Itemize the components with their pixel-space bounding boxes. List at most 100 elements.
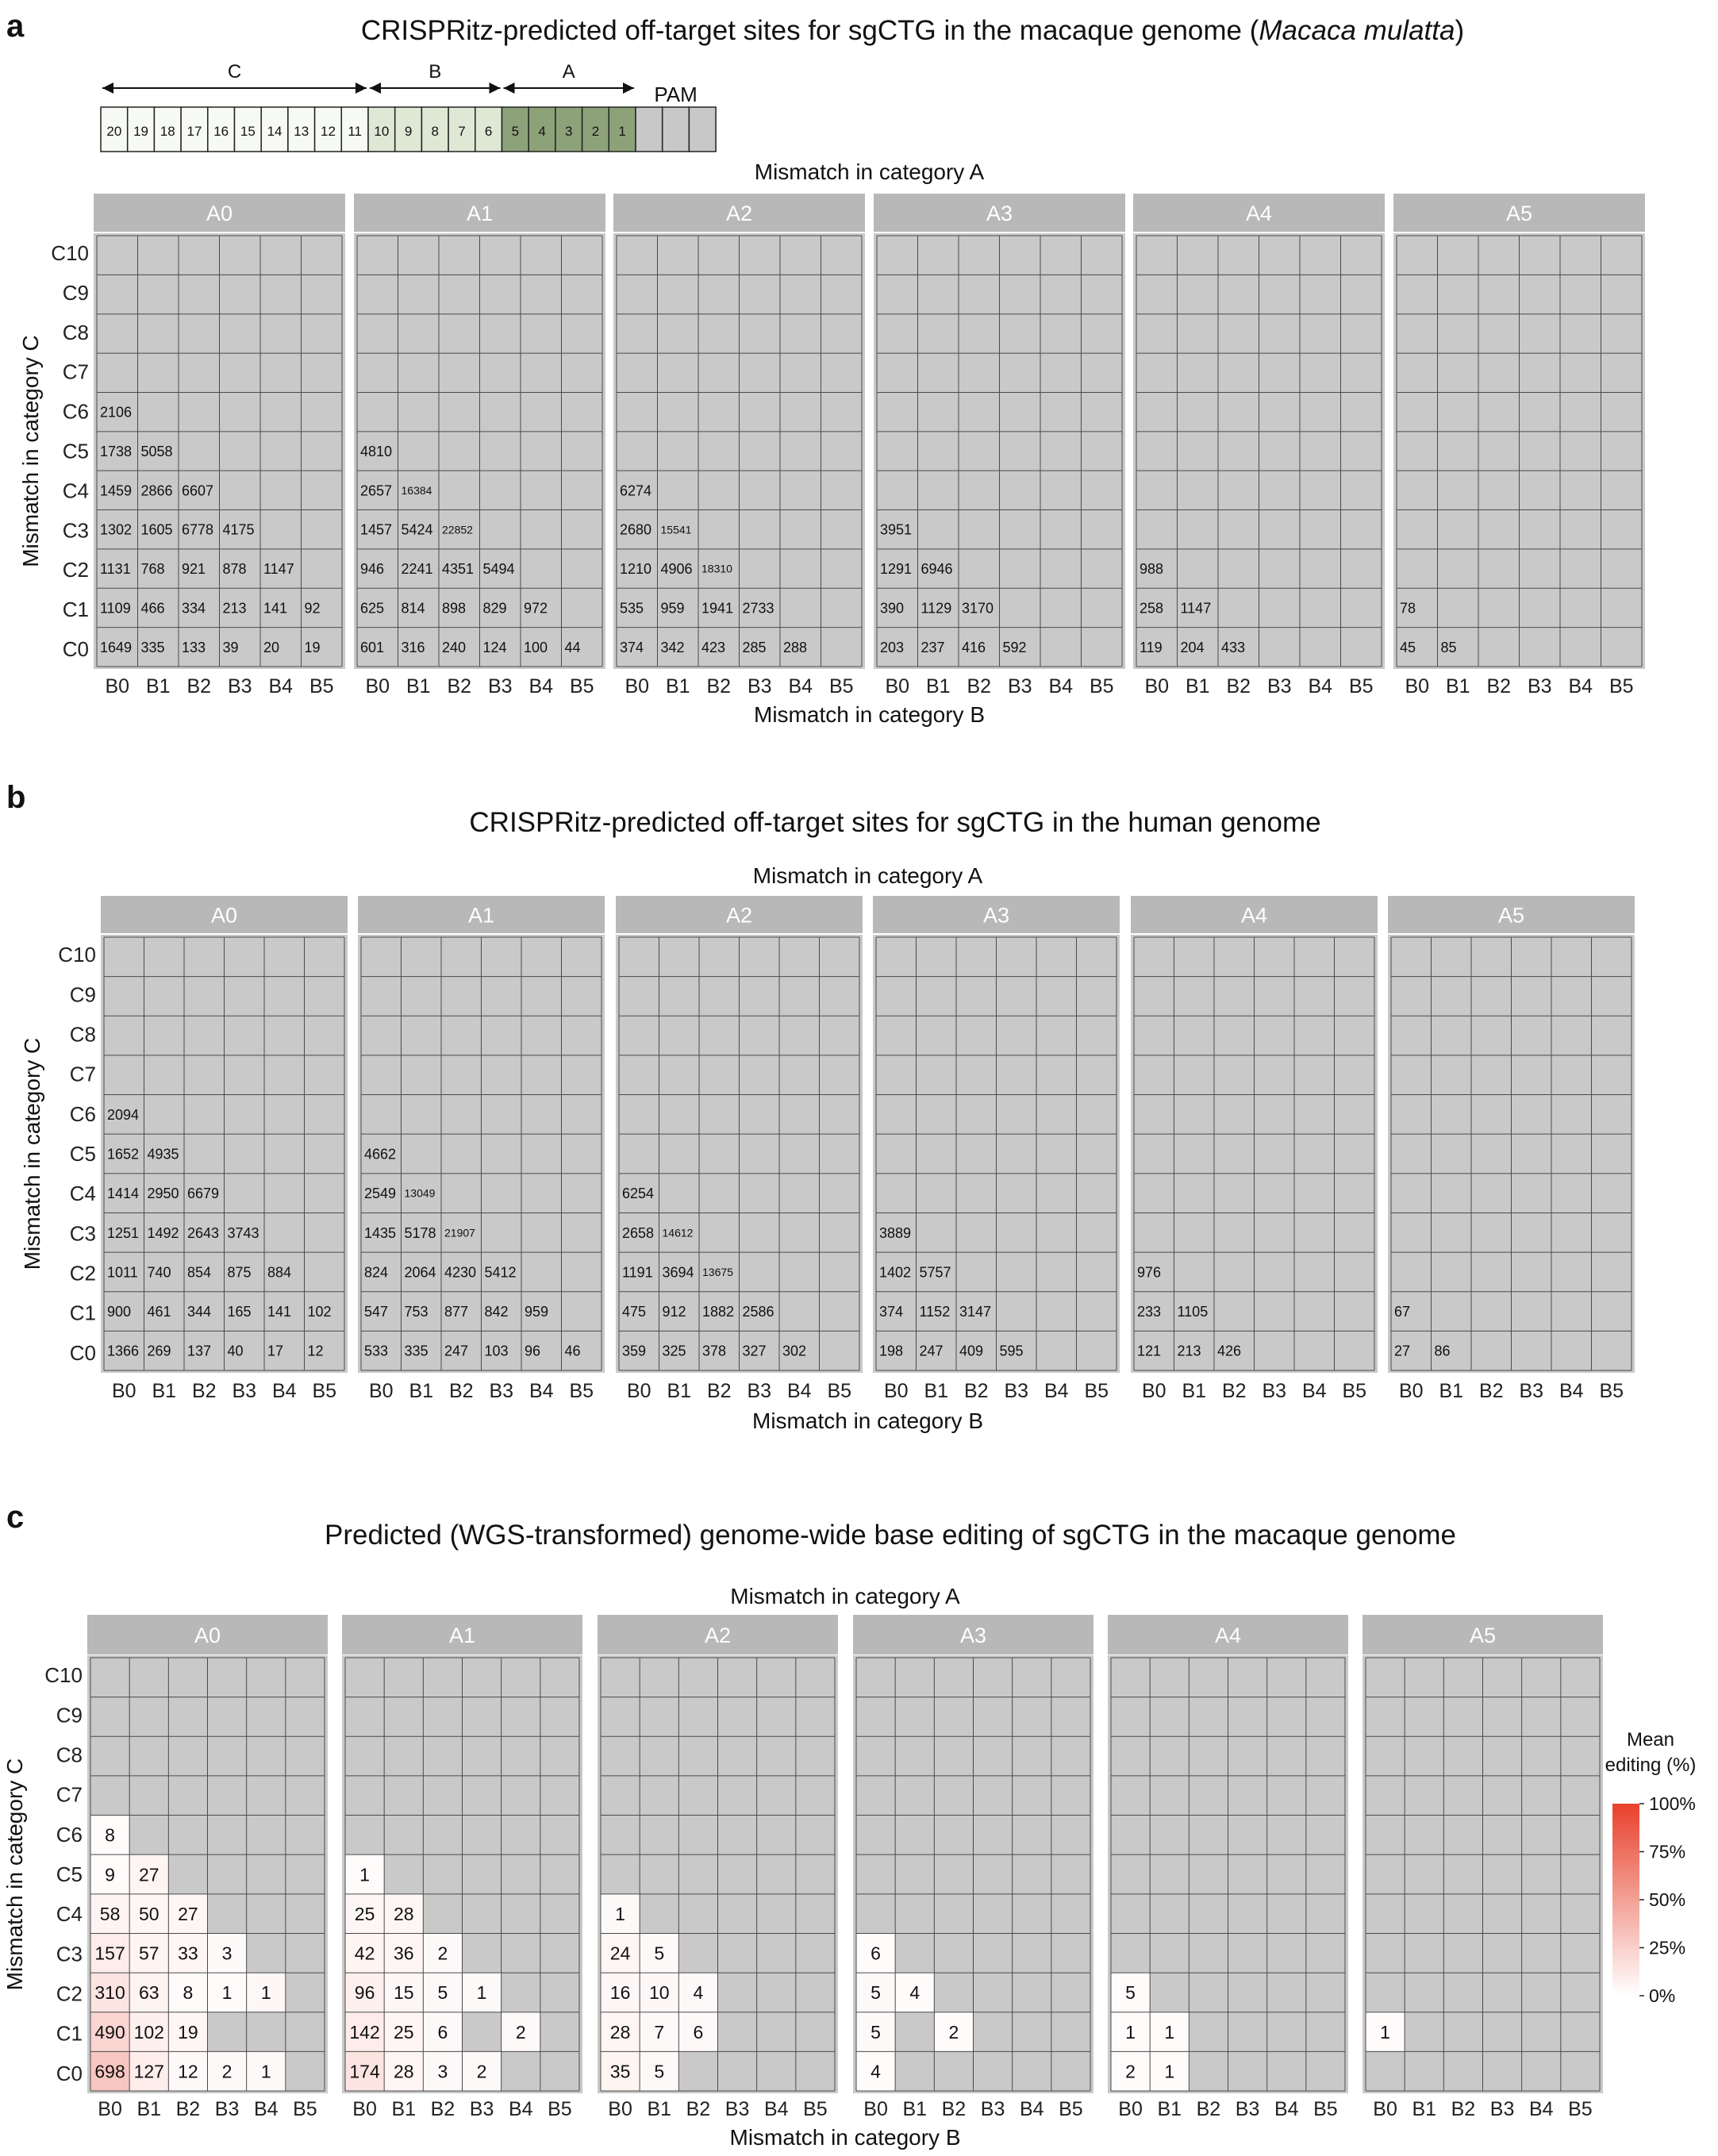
facet-strip-label: A2 <box>705 1624 731 1647</box>
cell-value-label: 5412 <box>485 1264 517 1280</box>
x-tick-label: B1 <box>1186 675 1210 698</box>
facet-strip-label: A3 <box>960 1624 986 1647</box>
panel-title: Predicted (WGS-transformed) genome-wide … <box>325 1520 1456 1551</box>
schematic-position-label: 10 <box>374 124 389 139</box>
cell-value-label: 2241 <box>402 561 433 577</box>
cell-value-label: 2586 <box>743 1304 774 1320</box>
x-tick-label: B2 <box>1222 1380 1247 1402</box>
schematic-region-label: B <box>429 61 441 83</box>
cell-value-label: 5 <box>1125 1982 1136 2003</box>
facet-strip <box>1108 1615 1348 1654</box>
y-tick-label: C8 <box>56 1743 83 1766</box>
facet-strip-label: A1 <box>467 202 493 225</box>
cell-value-label: 42 <box>355 1943 375 1964</box>
heat-cell <box>129 1933 169 1973</box>
cell-value-label: 4906 <box>661 561 693 577</box>
x-tick-label: B4 <box>1568 675 1593 698</box>
cell-value-label: 416 <box>962 640 986 655</box>
facet-strip <box>1393 194 1645 232</box>
cell-value-label: 884 <box>267 1264 291 1280</box>
schematic-position-box <box>287 106 316 152</box>
cell-value-label: 213 <box>1178 1343 1201 1359</box>
cell-value-label: 1 <box>1164 2022 1174 2043</box>
y-tick-label: C8 <box>70 1022 96 1046</box>
cell-value-label: 165 <box>228 1304 252 1320</box>
facet-strip-label: A4 <box>1241 904 1267 928</box>
y-tick-label: C7 <box>56 1783 83 1807</box>
heat-cell <box>384 2012 424 2052</box>
x-tick-label: B1 <box>1446 675 1470 698</box>
cell-value-label: 141 <box>263 600 287 616</box>
cell-value-label: 2866 <box>141 482 173 498</box>
cell-value-label: 898 <box>442 600 466 616</box>
legend-colorbar <box>1612 1804 1639 1996</box>
panel-title: CRISPRitz-predicted off-target sites for… <box>361 15 1464 46</box>
x-tick-label: B4 <box>268 675 293 698</box>
y-tick-label: C9 <box>56 1703 83 1727</box>
heat-cell <box>601 2012 640 2052</box>
x-tick-label: B3 <box>981 2098 1005 2120</box>
cell-value-label: 6778 <box>182 522 213 538</box>
schematic-arrowhead <box>102 83 113 94</box>
legend-tick-label: 50% <box>1649 1889 1685 1910</box>
y-tick-label: C1 <box>70 1301 96 1325</box>
cell-value-label: 36 <box>394 1943 414 1964</box>
schematic-position-label: 11 <box>348 124 362 139</box>
facet-strip <box>358 896 605 933</box>
cell-value-label: 814 <box>402 600 425 616</box>
x-tick-label: B0 <box>369 1380 394 1402</box>
schematic-position-box <box>153 106 182 152</box>
schematic-position-label: 20 <box>106 124 121 139</box>
heat-cell <box>1366 2012 1405 2052</box>
cell-value-label: 316 <box>402 640 425 655</box>
cell-value-label: 137 <box>187 1343 211 1359</box>
cell-value-label: 157 <box>94 1943 125 1964</box>
cell-value-label: 2680 <box>620 522 651 538</box>
x-tick-label: B1 <box>1412 2098 1436 2120</box>
cell-value-label: 1291 <box>880 561 912 577</box>
heat-cell <box>640 2012 679 2052</box>
cell-value-label: 921 <box>182 561 206 577</box>
cell-value-label: 1210 <box>620 561 651 577</box>
heat-cell <box>678 1973 718 2012</box>
cell-value-label: 4230 <box>444 1264 476 1280</box>
cell-value-label: 1941 <box>701 600 733 616</box>
x-tick-label: B1 <box>1439 1380 1463 1402</box>
heat-cell <box>856 1973 896 2012</box>
cell-value-label: 490 <box>94 2022 125 2043</box>
cell-value-label: 96 <box>355 1982 375 2003</box>
cell-value-label: 878 <box>223 561 247 577</box>
y-tick-label: C8 <box>63 321 89 344</box>
heat-cell <box>501 2012 540 2052</box>
cell-value-label: 5 <box>654 1943 664 1964</box>
cell-value-label: 6 <box>438 2022 448 2043</box>
x-tick-label: B2 <box>1451 2098 1476 2120</box>
heat-cell <box>345 2012 385 2052</box>
y-tick-label: C7 <box>63 360 89 384</box>
heat-cell <box>207 1973 247 2012</box>
panel-letter: b <box>6 780 25 815</box>
heat-cell <box>90 2051 130 2091</box>
cell-value-label: 824 <box>364 1264 388 1280</box>
heat-cell <box>90 1893 130 1934</box>
schematic-position-label: 8 <box>432 124 439 139</box>
cell-value-label: 198 <box>879 1343 903 1359</box>
schematic-position-label: 17 <box>186 124 202 139</box>
facet-strip-label: A2 <box>726 202 752 225</box>
cell-value-label: 592 <box>1003 640 1027 655</box>
x-tick-label: B5 <box>1059 2098 1083 2120</box>
y-tick-label: C10 <box>58 943 96 967</box>
x-tick-label: B5 <box>1609 675 1634 698</box>
facet-strip-label: A1 <box>468 904 494 928</box>
x-tick-label: B2 <box>1226 675 1251 698</box>
x-tick-label: B3 <box>470 2098 494 2120</box>
cell-value-label: 39 <box>223 640 239 655</box>
cell-value-label: 6 <box>871 1943 881 1964</box>
x-tick-label: B4 <box>764 2098 789 2120</box>
cell-value-label: 1457 <box>360 522 392 538</box>
cell-value-label: 2 <box>1125 2061 1136 2081</box>
x-axis-label: Mismatch in category B <box>752 1409 983 1433</box>
cell-value-label: 203 <box>880 640 904 655</box>
cell-value-label: 174 <box>349 2061 380 2081</box>
legend-tick-label: 0% <box>1649 1985 1675 2006</box>
